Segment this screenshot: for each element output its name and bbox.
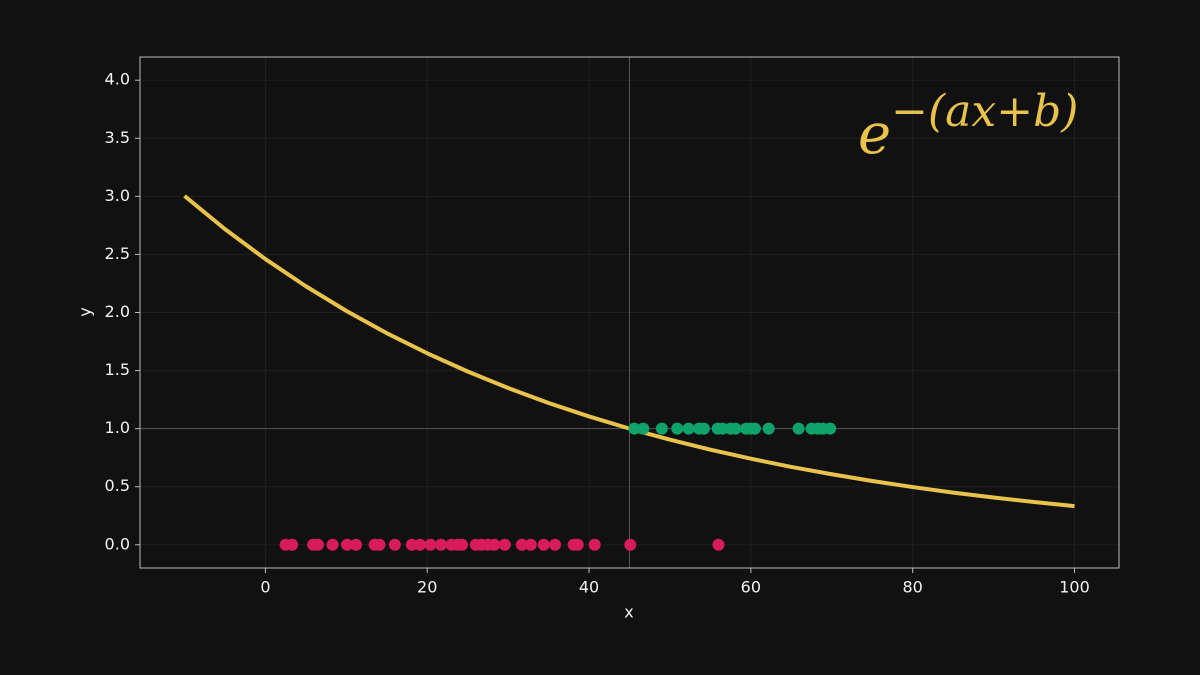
x-tick-label: 100 bbox=[1059, 578, 1090, 597]
point bbox=[312, 538, 324, 551]
formula-base: e bbox=[858, 102, 891, 167]
point bbox=[748, 422, 761, 435]
x-tick-label: 0 bbox=[260, 578, 270, 597]
plot-frame bbox=[139, 56, 1120, 569]
point bbox=[792, 422, 805, 435]
formula: e−(ax+b) bbox=[858, 86, 1078, 167]
point bbox=[549, 538, 562, 551]
x-tick-label: 20 bbox=[417, 578, 437, 597]
point bbox=[488, 538, 501, 551]
y-tick-label: 2.5 bbox=[105, 244, 130, 263]
y-tick-label: 0.5 bbox=[105, 476, 130, 495]
point bbox=[637, 422, 650, 435]
x-tick-label: 60 bbox=[741, 578, 761, 597]
formula-exponent: −(ax+b) bbox=[891, 86, 1078, 137]
y-tick-label: 3.0 bbox=[105, 186, 130, 205]
point bbox=[424, 538, 437, 551]
y-tick-label: 0.0 bbox=[105, 534, 130, 553]
point bbox=[350, 538, 363, 551]
point bbox=[341, 538, 354, 551]
point bbox=[624, 538, 637, 551]
point bbox=[388, 538, 401, 551]
point bbox=[456, 538, 469, 551]
point bbox=[762, 422, 775, 435]
point bbox=[326, 538, 339, 551]
point bbox=[655, 422, 668, 435]
point bbox=[537, 538, 550, 551]
y-tick-label: 4.0 bbox=[105, 70, 130, 89]
point bbox=[729, 422, 742, 435]
point bbox=[524, 538, 537, 551]
y-tick-label: 2.0 bbox=[105, 302, 130, 321]
point bbox=[712, 538, 725, 551]
point bbox=[571, 538, 584, 551]
point bbox=[515, 538, 528, 551]
y-axis-label: y bbox=[76, 307, 95, 316]
y-tick-label: 1.5 bbox=[105, 360, 130, 379]
point bbox=[286, 538, 299, 551]
point bbox=[697, 422, 710, 435]
x-axis-label: x bbox=[624, 603, 633, 622]
y-tick-label: 3.5 bbox=[105, 128, 130, 147]
point bbox=[671, 422, 684, 435]
x-tick-label: 40 bbox=[579, 578, 599, 597]
point bbox=[588, 538, 601, 551]
point bbox=[434, 538, 447, 551]
point bbox=[413, 538, 426, 551]
x-tick-label: 80 bbox=[903, 578, 923, 597]
point bbox=[824, 422, 837, 435]
point bbox=[373, 538, 386, 551]
point bbox=[628, 422, 641, 435]
point bbox=[682, 422, 695, 435]
point bbox=[498, 538, 511, 551]
y-tick-label: 1.0 bbox=[105, 418, 130, 437]
